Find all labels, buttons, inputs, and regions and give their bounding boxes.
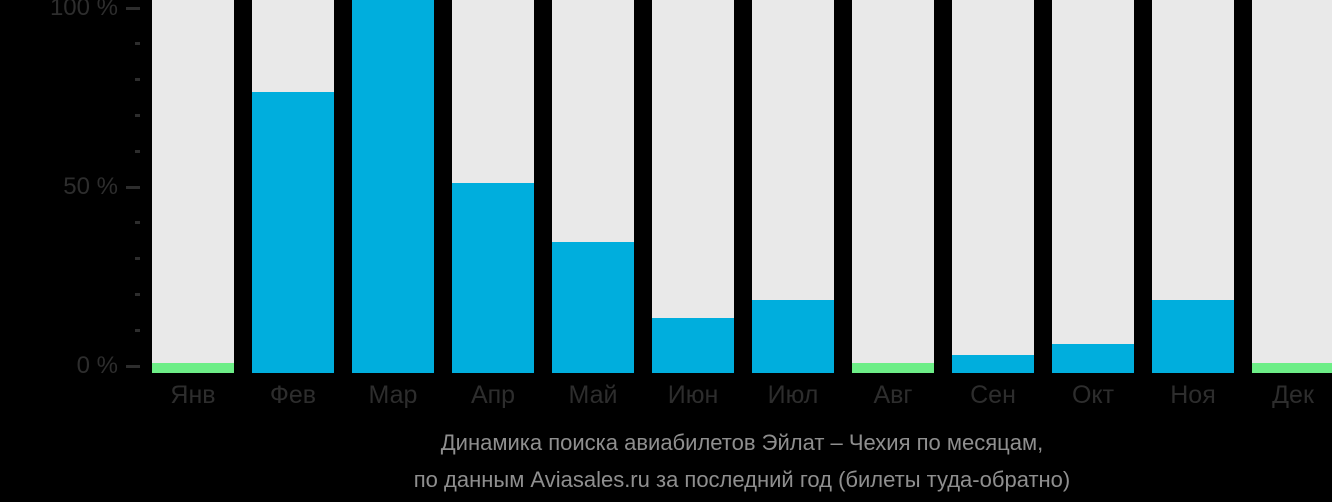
y-axis-minor-tick bbox=[135, 221, 140, 225]
x-axis-label-Янв: Янв bbox=[170, 381, 216, 409]
x-axis-label-Окт: Окт bbox=[1071, 381, 1115, 409]
x-axis-label-Сен: Сен bbox=[970, 381, 1016, 409]
x-axis-label-Авг: Авг bbox=[873, 381, 913, 409]
bar-track bbox=[952, 0, 1034, 373]
chart-bar-Июн bbox=[652, 318, 734, 373]
chart-caption: Динамика поиска авиабилетов Эйлат – Чехи… bbox=[152, 424, 1332, 498]
chart-bar-Апр bbox=[452, 183, 534, 373]
y-axis-major-tick bbox=[126, 185, 140, 189]
x-axis-label-Ноя: Ноя bbox=[1170, 381, 1216, 409]
bar-track bbox=[852, 0, 934, 373]
chart-bar-Сен bbox=[952, 355, 1034, 373]
y-axis-minor-tick bbox=[135, 78, 140, 82]
x-axis-label-Апр: Апр bbox=[470, 381, 516, 409]
x-axis-label-Июл: Июл bbox=[767, 381, 819, 409]
x-axis-label-Июн: Июн bbox=[667, 381, 719, 409]
chart-bar-Дек bbox=[1252, 363, 1332, 373]
x-axis-label-Мар: Мар bbox=[368, 381, 418, 409]
chart-bar-Мар bbox=[352, 0, 434, 373]
chart-bar-Окт bbox=[1052, 344, 1134, 373]
chart-bar-Май bbox=[552, 242, 634, 373]
y-axis-minor-tick bbox=[135, 113, 140, 117]
y-axis-minor-tick bbox=[135, 257, 140, 261]
y-axis-label: 0 % bbox=[76, 352, 118, 379]
bar-track bbox=[1052, 0, 1134, 373]
y-axis-minor-tick bbox=[135, 328, 140, 332]
y-axis-label: 50 % bbox=[63, 173, 118, 200]
bar-track bbox=[152, 0, 234, 373]
chart-bar-Авг bbox=[852, 363, 934, 373]
chart-caption-line-1: Динамика поиска авиабилетов Эйлат – Чехи… bbox=[440, 430, 1044, 455]
y-axis-major-tick bbox=[126, 364, 140, 368]
bar-track bbox=[652, 0, 734, 373]
y-axis-label: 100 % bbox=[49, 0, 118, 21]
x-axis-label-Дек: Дек bbox=[1272, 381, 1314, 409]
chart-bar-Фев bbox=[252, 92, 334, 373]
chart-bar-Июл bbox=[752, 300, 834, 373]
chart-bar-Янв bbox=[152, 363, 234, 373]
y-axis-minor-tick bbox=[135, 292, 140, 296]
chart-bar-Ноя bbox=[1152, 300, 1234, 373]
bar-track bbox=[1252, 0, 1332, 373]
chart-caption-line-2: по данным Aviasales.ru за последний год … bbox=[413, 467, 1071, 492]
x-axis-label-Май: Май bbox=[568, 381, 618, 409]
y-axis-minor-tick bbox=[135, 42, 140, 46]
y-axis-minor-tick bbox=[135, 149, 140, 153]
x-axis-label-Фев: Фев bbox=[269, 381, 317, 409]
y-axis-major-tick bbox=[126, 6, 140, 10]
